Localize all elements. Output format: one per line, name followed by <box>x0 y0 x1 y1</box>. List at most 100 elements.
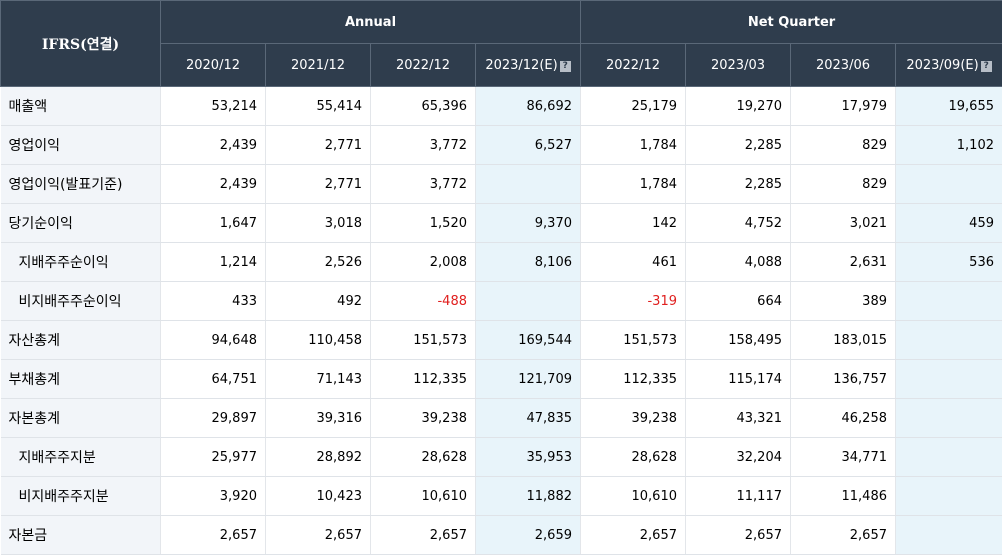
table-cell <box>895 515 1002 555</box>
table-cell: 53,214 <box>160 86 266 126</box>
table-cell: 2,657 <box>160 515 266 555</box>
table-cell: 4,752 <box>685 203 791 243</box>
table-cell: 115,174 <box>685 359 791 399</box>
table-cell: 3,018 <box>265 203 371 243</box>
table-cell: 2,657 <box>580 515 686 555</box>
row-label: 부채총계 <box>0 359 161 399</box>
table-cell: -319 <box>580 281 686 321</box>
table-row: 자본총계 29,897 39,316 39,238 47,835 39,238 43,321… <box>0 398 1002 438</box>
table-cell: 28,628 <box>370 437 476 477</box>
table-cell: 433 <box>160 281 266 321</box>
table-cell: 183,015 <box>790 320 896 360</box>
table-cell: 10,423 <box>265 476 371 516</box>
table-cell <box>895 398 1002 438</box>
table-cell: 112,335 <box>580 359 686 399</box>
table-cell: 28,628 <box>580 437 686 477</box>
table-cell: 1,102 <box>895 125 1002 165</box>
table-cell: 71,143 <box>265 359 371 399</box>
table-cell: 3,021 <box>790 203 896 243</box>
table-row: 지배주주지분 25,977 28,892 28,628 35,953 28,628 32,2… <box>0 437 1002 477</box>
table-cell: 2,771 <box>265 164 371 204</box>
table-row: 영업이익 2,439 2,771 3,772 6,527 1,784 2,285 829 1,1… <box>0 125 1002 165</box>
table-cell: -488 <box>370 281 476 321</box>
table-cell <box>895 437 1002 477</box>
period-label: 2023/03 <box>710 57 765 73</box>
period-header: 2022/12 <box>580 43 686 87</box>
table-row: 영업이익(발표기준) 2,439 2,771 3,772 1,784 2,285 829 <box>0 164 1002 204</box>
table-cell: 11,486 <box>790 476 896 516</box>
table-cell: 829 <box>790 164 896 204</box>
table-cell: 19,655 <box>895 86 1002 126</box>
net-quarter-group-header: Net Quarter <box>580 0 1002 44</box>
table-cell: 121,709 <box>475 359 581 399</box>
table-cell: 2,659 <box>475 515 581 555</box>
table-cell: 461 <box>580 242 686 282</box>
table-cell: 2,285 <box>685 164 791 204</box>
period-label: 2023/12(E) <box>485 57 558 73</box>
period-header: 2023/06 <box>790 43 896 87</box>
question-mark-icon[interactable]: ? <box>980 60 992 72</box>
table-cell: 3,920 <box>160 476 266 516</box>
table-cell: 3,772 <box>370 164 476 204</box>
table-cell: 39,238 <box>580 398 686 438</box>
table-cell: 2,657 <box>265 515 371 555</box>
row-label: 지배주주순이익 <box>0 242 161 282</box>
table-cell <box>895 164 1002 204</box>
table-cell <box>895 476 1002 516</box>
table-cell <box>895 359 1002 399</box>
table-cell: 39,316 <box>265 398 371 438</box>
table-cell: 2,771 <box>265 125 371 165</box>
row-label: 지배주주지분 <box>0 437 161 477</box>
table-cell: 32,204 <box>685 437 791 477</box>
table-cell <box>475 164 581 204</box>
table-cell: 664 <box>685 281 791 321</box>
table-header: IFRS(연결) Annual Net Quarter 2020/12 2021/… <box>0 0 1002 87</box>
period-label: 2022/12 <box>395 57 450 73</box>
table-cell: 142 <box>580 203 686 243</box>
table-cell: 10,610 <box>370 476 476 516</box>
row-label: 영업이익 <box>0 125 161 165</box>
table-cell: 64,751 <box>160 359 266 399</box>
table-cell: 25,179 <box>580 86 686 126</box>
question-mark-icon[interactable]: ? <box>559 60 571 72</box>
row-label: 영업이익(발표기준) <box>0 164 161 204</box>
table-cell: 158,495 <box>685 320 791 360</box>
table-cell: 2,285 <box>685 125 791 165</box>
table-cell: 11,117 <box>685 476 791 516</box>
table-cell: 492 <box>265 281 371 321</box>
table-cell <box>475 281 581 321</box>
table-cell: 110,458 <box>265 320 371 360</box>
table-cell: 65,396 <box>370 86 476 126</box>
table-cell: 4,088 <box>685 242 791 282</box>
period-label: 2020/12 <box>185 57 240 73</box>
table-cell: 151,573 <box>370 320 476 360</box>
table-cell: 151,573 <box>580 320 686 360</box>
table-cell: 1,784 <box>580 164 686 204</box>
period-header: 2022/12 <box>370 43 476 87</box>
row-label: 매출액 <box>0 86 161 126</box>
table-cell: 169,544 <box>475 320 581 360</box>
table-cell: 19,270 <box>685 86 791 126</box>
table-row: 비지배주주지분 3,920 10,423 10,610 11,882 10,610 11,1… <box>0 476 1002 516</box>
table-cell: 2,657 <box>370 515 476 555</box>
table-cell: 1,520 <box>370 203 476 243</box>
table-cell: 55,414 <box>265 86 371 126</box>
table-cell: 46,258 <box>790 398 896 438</box>
table-cell: 136,757 <box>790 359 896 399</box>
row-label: 비지배주주순이익 <box>0 281 161 321</box>
row-label: 자본총계 <box>0 398 161 438</box>
table-cell <box>895 281 1002 321</box>
table-cell: 86,692 <box>475 86 581 126</box>
table-cell: 536 <box>895 242 1002 282</box>
table-cell: 28,892 <box>265 437 371 477</box>
period-label: 2021/12 <box>290 57 345 73</box>
table-cell: 2,631 <box>790 242 896 282</box>
period-header: 2021/12 <box>265 43 371 87</box>
period-label: 2022/12 <box>605 57 660 73</box>
table-cell: 1,647 <box>160 203 266 243</box>
table-row: 자본금 2,657 2,657 2,657 2,659 2,657 2,657 2,657 <box>0 515 1002 555</box>
row-label: 당기순이익 <box>0 203 161 243</box>
table-cell: 1,784 <box>580 125 686 165</box>
period-header: 2023/03 <box>685 43 791 87</box>
